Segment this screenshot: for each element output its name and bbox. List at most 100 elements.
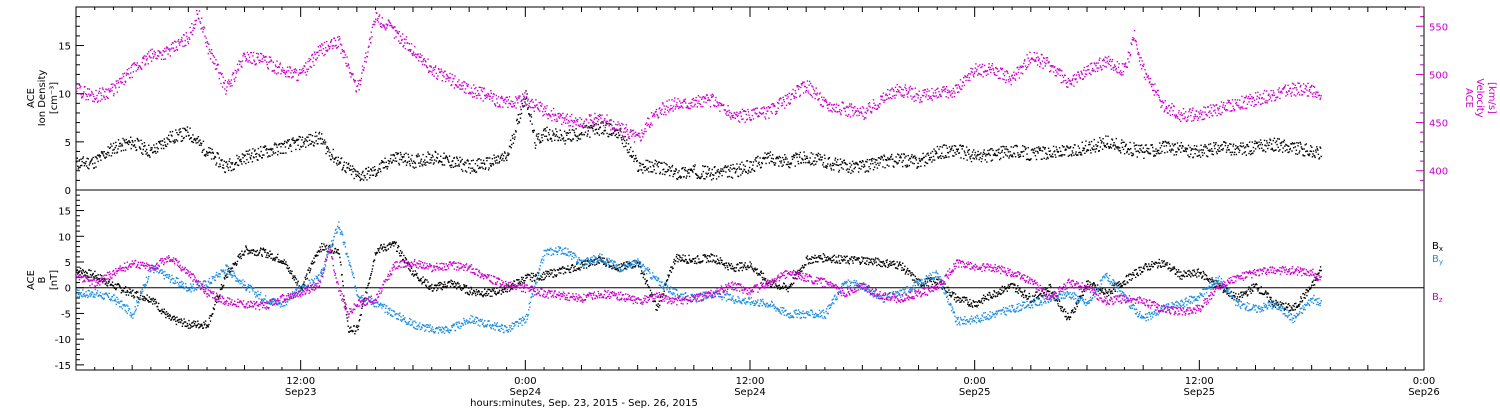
velocity-point (848, 113, 850, 116)
density-point (835, 163, 837, 166)
density-point (377, 169, 379, 172)
velocity-point (637, 134, 639, 136)
density-point (1250, 153, 1252, 156)
velocity-point (1183, 117, 1186, 120)
velocity-point (158, 55, 160, 57)
density-point (1303, 148, 1305, 150)
velocity-point (1305, 86, 1307, 88)
density-point (902, 159, 904, 162)
velocity-point (206, 45, 208, 48)
density-point (1072, 147, 1075, 149)
density-point (880, 158, 882, 160)
density-point (344, 170, 347, 172)
density-point (283, 152, 285, 154)
density-point (1107, 135, 1109, 137)
velocity-point (268, 56, 271, 58)
velocity-point (653, 113, 655, 116)
density-point (540, 134, 543, 136)
density-point (1233, 153, 1235, 156)
density-point (1248, 141, 1251, 143)
density-point (1118, 147, 1121, 149)
density-point (248, 153, 250, 155)
velocity-point (944, 88, 947, 90)
density-point (1046, 153, 1048, 156)
density-point (520, 112, 523, 115)
velocity-point (993, 72, 995, 74)
density-point (984, 153, 986, 155)
velocity-point (111, 86, 114, 89)
density-point (328, 149, 330, 151)
velocity-point (378, 14, 381, 16)
density-point (487, 169, 490, 171)
velocity-point (732, 114, 734, 116)
velocity-point (888, 93, 891, 96)
bx-point (175, 320, 177, 322)
velocity-point (1090, 62, 1093, 64)
bx-point (111, 281, 114, 283)
density-point (914, 155, 916, 157)
density-point (596, 131, 598, 134)
density-point (547, 139, 549, 142)
density-point (775, 157, 777, 160)
velocity-point (285, 76, 287, 78)
velocity-point (676, 105, 679, 107)
velocity-point (131, 76, 133, 79)
density-point (130, 147, 132, 150)
velocity-point (369, 37, 371, 39)
density-point (298, 135, 300, 138)
velocity-point (212, 54, 214, 57)
density-point (663, 161, 665, 164)
density-point (195, 142, 197, 144)
velocity-point (1171, 114, 1174, 116)
velocity-point (1285, 95, 1287, 97)
velocity-point (1281, 92, 1283, 94)
velocity-point (762, 112, 765, 114)
velocity-point (671, 107, 674, 109)
density-point (833, 169, 835, 171)
density-point (183, 127, 186, 130)
density-point (131, 143, 133, 146)
velocity-point (433, 75, 435, 77)
density-point (511, 134, 513, 137)
density-point (86, 157, 88, 160)
density-point (1280, 144, 1282, 147)
bx-point (179, 318, 181, 321)
velocity-point (995, 67, 997, 70)
density-point (980, 160, 983, 163)
density-point (261, 157, 263, 159)
velocity-point (623, 127, 626, 130)
velocity-point (506, 100, 508, 102)
velocity-point (909, 89, 911, 91)
density-point (494, 160, 496, 162)
velocity-point (1106, 60, 1109, 62)
velocity-point (387, 19, 390, 21)
velocity-point (1208, 116, 1211, 119)
density-point (265, 149, 267, 151)
velocity-point (493, 103, 496, 105)
density-point (1155, 153, 1158, 155)
velocity-point (618, 128, 621, 130)
density-point (647, 159, 649, 162)
density-point (334, 158, 336, 160)
velocity-point (405, 38, 407, 41)
bx-point (174, 317, 176, 319)
velocity-point (702, 106, 704, 108)
density-point (721, 168, 724, 170)
velocity-point (693, 99, 695, 102)
velocity-point (648, 125, 651, 127)
density-point (196, 137, 198, 140)
density-point (1133, 145, 1136, 147)
velocity-point (440, 68, 442, 70)
density-point (487, 157, 489, 159)
velocity-point (639, 136, 641, 138)
density-point (492, 164, 495, 166)
velocity-point (207, 52, 209, 55)
density-point (353, 177, 355, 180)
density-point (1190, 149, 1192, 152)
density-point (188, 134, 190, 137)
velocity-point (522, 105, 524, 107)
density-point (1234, 151, 1236, 154)
velocity-point (1268, 98, 1271, 101)
velocity-point (1141, 60, 1143, 62)
velocity-point (1033, 52, 1035, 54)
